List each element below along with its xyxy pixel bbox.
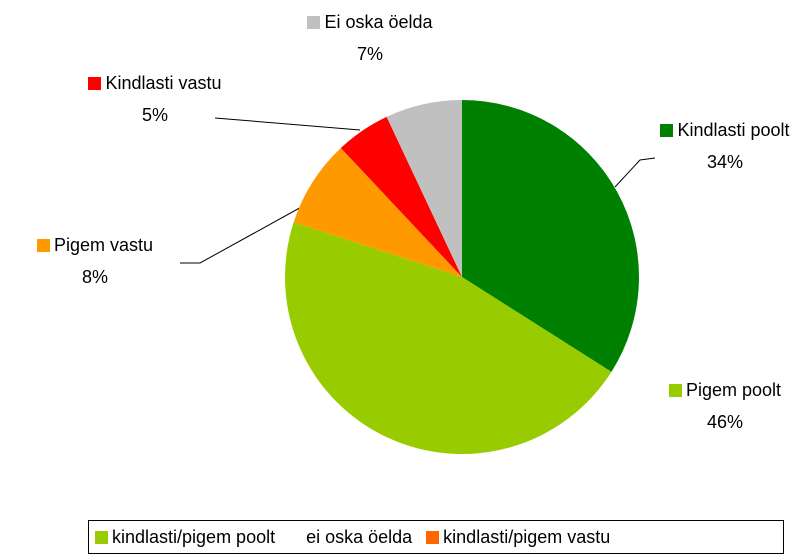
label-swatch [668,384,682,397]
pie-slice [285,222,612,454]
label-swatch [307,16,321,29]
value-label: 46% [706,412,744,432]
pie-slice [386,100,462,277]
slice-name: Pigem poolt [685,380,782,400]
legend-entry: kindlasti/pigem poolt [95,521,275,553]
slice-name: Kindlasti poolt [677,120,790,140]
slice-name: Pigem vastu [53,235,154,255]
leader-line [614,157,656,188]
pie-slice [462,100,639,372]
value-label: 7% [356,44,383,64]
data-label: Ei oska öelda 7% [290,6,450,70]
legend-swatch [289,531,303,544]
data-label: Kindlasti vastu 5% [80,67,230,131]
legend-swatch [95,531,108,544]
label-swatch [36,239,50,252]
leader-line [214,117,361,131]
data-label: Pigem poolt 46% [640,374,810,438]
legend-entry: ei oska öelda [289,521,412,553]
leader-line [180,204,306,264]
legend: kindlasti/pigem poolt ei oska öelda kindla… [88,520,784,554]
pie-slice [293,147,462,277]
value-label: 5% [141,105,168,125]
legend-label: ei oska öelda [306,527,413,547]
value-label: 8% [81,267,108,287]
data-label: Pigem vastu 8% [0,229,190,293]
label-swatch [660,124,674,137]
legend-swatch [426,531,440,544]
label-swatch [88,77,102,90]
value-label: 34% [706,152,744,172]
slice-name: Kindlasti vastu [105,73,222,93]
legend-label: kindlasti/pigem vastu [443,527,611,547]
legend-entry: kindlasti/pigem vastu [426,521,610,553]
pie-slice [340,116,462,277]
data-label: Kindlasti poolt 34% [640,114,810,178]
slice-name: Ei oska öelda [324,12,433,32]
legend-label: kindlasti/pigem poolt [112,527,276,547]
